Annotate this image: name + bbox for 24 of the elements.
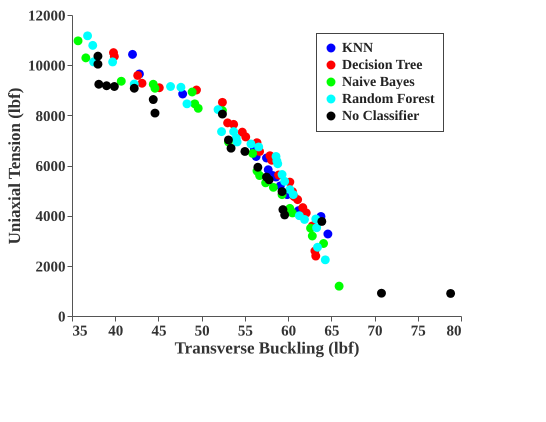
x-tick-label: 80	[446, 324, 462, 340]
y-tick-label: 4000	[36, 209, 66, 226]
x-axis-title: Transverse Buckling (lbf)	[174, 338, 360, 358]
y-tick-label: 12000	[28, 8, 66, 24]
y-tick-label: 6000	[36, 159, 66, 175]
x-tick-label: 65	[324, 324, 340, 340]
legend-label: Naive Bayes	[342, 75, 416, 90]
y-axis-title: Uniaxial Tension (lbf)	[5, 88, 24, 244]
x-tick-label: 45	[151, 324, 166, 340]
legend-label: Random Forest	[342, 92, 436, 107]
x-tick-label: 50	[194, 324, 210, 340]
y-tick-label: 0	[58, 310, 66, 326]
y-tick-label: 10000	[28, 58, 66, 75]
x-tick-label: 35	[72, 324, 88, 340]
legend-label: KNN	[342, 41, 374, 56]
x-tick-label: 40	[108, 324, 124, 340]
x-tick-label: 70	[368, 324, 383, 340]
y-tick-label: 2000	[36, 259, 66, 276]
x-tick-label: 75	[410, 324, 426, 340]
y-tick-label: 8000	[36, 108, 66, 125]
legend-label: No Classifier	[342, 109, 420, 124]
x-tick-label: 55	[238, 324, 253, 340]
x-tick-label: 60	[281, 324, 296, 340]
legend-label: Decision Tree	[342, 58, 422, 73]
